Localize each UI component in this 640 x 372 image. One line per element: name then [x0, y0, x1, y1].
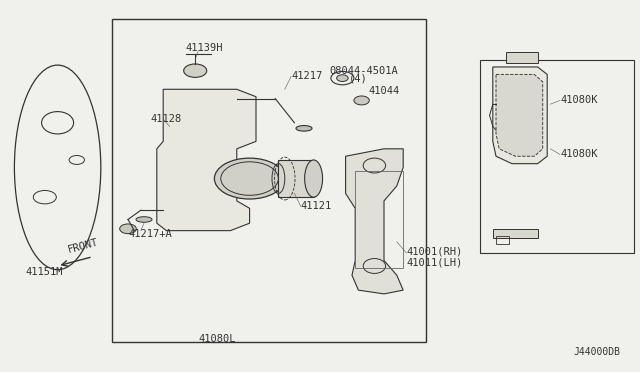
- Text: FRONT: FRONT: [67, 237, 100, 255]
- Text: 41011(LH): 41011(LH): [406, 257, 463, 267]
- Text: 41080K: 41080K: [560, 150, 598, 159]
- Bar: [112, 19, 426, 342]
- Text: 41001(RH): 41001(RH): [406, 246, 463, 256]
- Polygon shape: [493, 67, 547, 164]
- Polygon shape: [278, 160, 314, 197]
- Circle shape: [354, 96, 369, 105]
- Text: 41139H: 41139H: [186, 44, 223, 53]
- Bar: [493, 229, 538, 238]
- Bar: [496, 236, 509, 244]
- Circle shape: [214, 158, 285, 199]
- Text: J44000DB: J44000DB: [574, 347, 621, 357]
- Bar: [506, 52, 538, 63]
- Polygon shape: [157, 89, 256, 231]
- Ellipse shape: [296, 126, 312, 131]
- Polygon shape: [496, 74, 543, 156]
- Text: 41128: 41128: [150, 114, 182, 124]
- Bar: [355, 171, 403, 268]
- Circle shape: [120, 224, 136, 234]
- Text: 41080K: 41080K: [560, 96, 598, 105]
- Text: 41080L: 41080L: [199, 334, 236, 343]
- Circle shape: [337, 75, 348, 81]
- Ellipse shape: [305, 160, 323, 197]
- Text: 41217+A: 41217+A: [128, 230, 172, 239]
- Text: 41121: 41121: [301, 202, 332, 211]
- Text: 41217: 41217: [291, 71, 323, 81]
- Text: 08044-4501A: 08044-4501A: [330, 66, 398, 76]
- Text: (4): (4): [349, 73, 367, 83]
- Polygon shape: [346, 149, 403, 294]
- Bar: [480, 60, 634, 253]
- Ellipse shape: [136, 217, 152, 222]
- Text: 41044: 41044: [368, 86, 399, 96]
- Text: 41151M: 41151M: [26, 267, 63, 276]
- Circle shape: [184, 64, 207, 77]
